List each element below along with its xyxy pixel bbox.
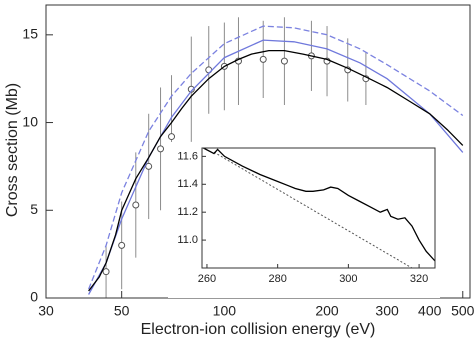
y-tick-label: 11.2 <box>177 206 198 218</box>
data-point <box>280 57 288 65</box>
data-point <box>157 145 165 153</box>
x-tick-label: 280 <box>268 273 286 285</box>
data-point <box>168 133 176 141</box>
y-tick-label: 0 <box>30 289 38 305</box>
y-tick-label: 11.4 <box>177 178 198 190</box>
data-point <box>145 162 153 170</box>
data-point <box>118 241 126 249</box>
x-tick-label: 50 <box>114 303 130 319</box>
x-tick-label: 320 <box>410 273 428 285</box>
x-tick-label: 500 <box>451 303 474 319</box>
series-line <box>87 25 464 290</box>
y-tick-label: 10 <box>22 113 38 129</box>
data-point <box>132 201 140 209</box>
y-axis-title: Cross section (Mb) <box>4 83 21 217</box>
plot-frame <box>201 147 436 269</box>
y-tick-label: 5 <box>30 201 38 217</box>
y-tick-label: 11.0 <box>177 234 198 246</box>
x-tick-label: 300 <box>339 273 357 285</box>
x-tick-label: 260 <box>198 273 216 285</box>
x-tick-label: 200 <box>315 303 339 319</box>
x-tick-label: 400 <box>418 303 442 319</box>
series-line <box>88 39 464 295</box>
y-tick-label: 11.6 <box>177 150 198 162</box>
series-line <box>203 147 436 262</box>
y-tick-label: 15 <box>22 26 38 42</box>
x-tick-label: 30 <box>38 303 54 319</box>
x-axis-title: Electron-ion collision energy (eV) <box>141 321 376 338</box>
data-point <box>187 85 195 93</box>
x-tick-label: 100 <box>213 303 237 319</box>
x-tick-label: 300 <box>375 303 399 319</box>
data-point <box>102 268 110 276</box>
data-point <box>259 55 267 63</box>
inset-background <box>168 142 440 298</box>
series-line <box>88 49 464 292</box>
